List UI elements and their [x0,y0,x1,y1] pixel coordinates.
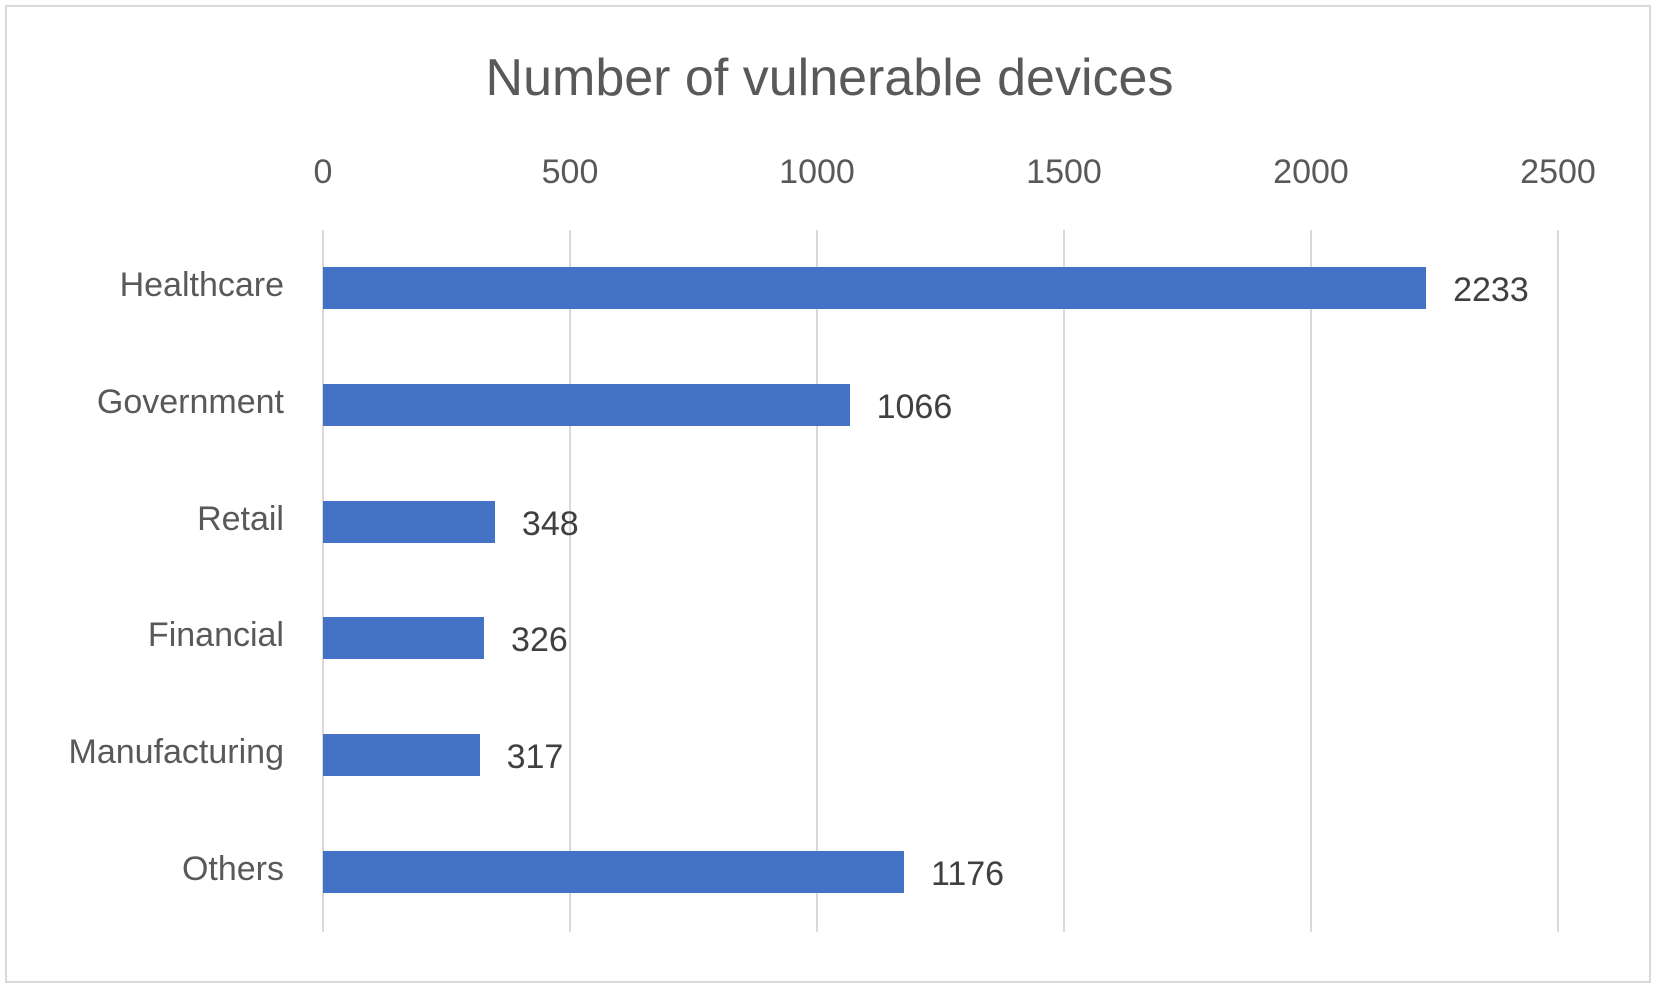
gridline [1557,230,1559,932]
chart-title: Number of vulnerable devices [485,49,1174,107]
y-axis-line [322,230,324,932]
gridline [816,230,818,932]
bar [323,851,904,893]
x-tick-label: 0 [313,153,333,191]
bar [323,267,1427,309]
data-label: 1066 [876,387,953,426]
category-label: Government [96,382,284,421]
x-tick-label: 500 [541,153,599,191]
gridline [1063,230,1065,932]
data-label: 1176 [930,855,1005,893]
data-label: 326 [511,621,568,660]
category-label: Retail [197,499,284,538]
chart-frame [5,5,1651,983]
gridline [569,230,571,932]
category-label: Financial [147,616,284,655]
category-label: Others [181,850,284,888]
data-label: 348 [521,504,579,543]
bar [323,734,480,777]
x-tick-label: 1500 [1026,153,1102,191]
data-label: 317 [506,738,564,777]
x-tick-label: 2000 [1273,153,1349,191]
category-label: Manufacturing [68,733,284,772]
bar [323,383,850,426]
x-tick-label: 2500 [1520,153,1596,191]
category-label: Healthcare [119,266,284,304]
bar [323,500,495,543]
gridline [1310,230,1312,932]
data-label: 2233 [1453,271,1529,309]
x-tick-label: 1000 [779,153,855,191]
bar [323,617,485,660]
